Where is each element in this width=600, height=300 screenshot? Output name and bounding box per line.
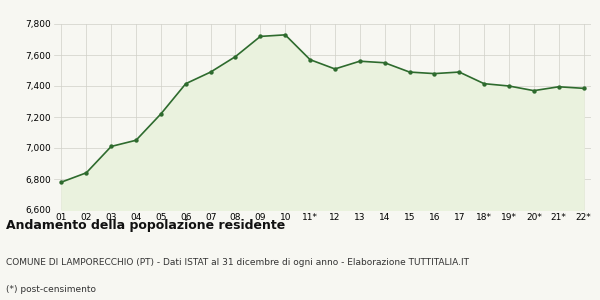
Point: [256, 34, 265, 39]
Text: Andamento della popolazione residente: Andamento della popolazione residente: [6, 219, 285, 232]
Point: [280, 32, 290, 37]
Point: [156, 112, 166, 116]
Point: [405, 70, 415, 74]
Point: [330, 67, 340, 71]
Point: [430, 71, 439, 76]
Point: [380, 60, 389, 65]
Point: [181, 81, 191, 86]
Text: (*) post-censimento: (*) post-censimento: [6, 285, 96, 294]
Point: [230, 54, 240, 59]
Point: [355, 59, 365, 64]
Point: [479, 81, 489, 86]
Point: [579, 86, 589, 91]
Point: [529, 88, 539, 93]
Point: [454, 70, 464, 74]
Point: [131, 138, 141, 142]
Point: [504, 84, 514, 88]
Point: [554, 84, 563, 89]
Point: [56, 180, 66, 184]
Point: [106, 144, 116, 149]
Text: COMUNE DI LAMPORECCHIO (PT) - Dati ISTAT al 31 dicembre di ogni anno - Elaborazi: COMUNE DI LAMPORECCHIO (PT) - Dati ISTAT…: [6, 258, 469, 267]
Point: [305, 57, 315, 62]
Point: [82, 170, 91, 175]
Point: [206, 70, 215, 74]
